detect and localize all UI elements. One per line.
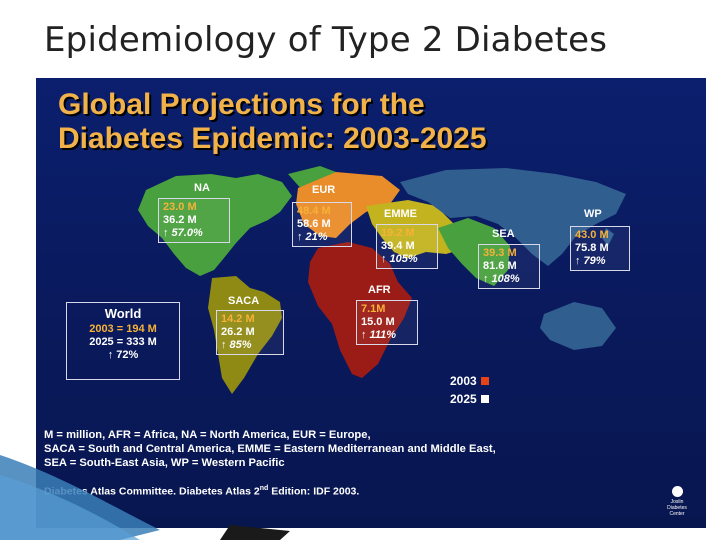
world-change: ↑ 72% (107, 349, 139, 361)
reference-suffix: Edition: IDF 2003. (268, 485, 360, 498)
eur-change: ↑ 21% (297, 231, 328, 243)
slide-decoration (0, 455, 290, 540)
afr-change: ↑ 111% (361, 329, 397, 341)
na-2003-value: 23.0 M (163, 201, 197, 213)
figure-heading-line1: Global Projections for the (58, 88, 425, 121)
afr-2025-value: 15.0 M (361, 316, 395, 328)
world-map (138, 166, 626, 394)
abbreviations-line1: M = million, AFR = Africa, NA = North Am… (44, 429, 371, 441)
label-wp: WP (584, 208, 602, 220)
reference-sup: nd (259, 485, 269, 492)
slide-title: Epidemiology of Type 2 Diabetes (44, 20, 608, 60)
world-summary-box: World 2003 = 194 M 2025 = 333 M ↑ 72% (66, 302, 180, 380)
australia-shape (540, 302, 616, 350)
region-box-eur: 48.4 M 58.6 M ↑ 21% (292, 202, 352, 247)
label-afr: AFR (368, 284, 391, 296)
abbreviations-note: M = million, AFR = Africa, NA = North Am… (44, 428, 496, 470)
source-reference: Diabetes Atlas Committee. Diabetes Atlas… (44, 485, 359, 498)
region-box-saca: 14.2 M 26.2 M ↑ 85% (216, 310, 284, 355)
legend-swatch-2003 (480, 377, 489, 385)
abbreviations-line2: SACA = South and Central America, EMME =… (44, 443, 496, 455)
region-saca-shape (208, 276, 282, 394)
emme-2025-value: 39.4 M (381, 240, 415, 252)
region-box-wp: 43.0 M 75.8 M ↑ 79% (570, 226, 630, 271)
region-box-emme: 19.2 M 39.4 M ↑ 105% (376, 224, 438, 269)
eur-2025-value: 58.6 M (297, 218, 331, 230)
region-na-shape (138, 174, 292, 276)
world-2025-value: 2025 = 333 M (89, 336, 157, 348)
na-change: ↑ 57.0% (163, 227, 203, 239)
sea-2025-value: 81.6 M (483, 260, 517, 272)
label-saca: SACA (228, 295, 260, 307)
reference-prefix: Diabetes Atlas Committee. Diabetes Atlas… (44, 485, 260, 498)
label-emme: EMME (384, 208, 417, 220)
wp-change: ↑ 79% (575, 255, 606, 267)
region-sea-shape (438, 218, 510, 286)
eur-2003-value: 48.4 M (297, 205, 331, 217)
legend-label-2025: 2025 (450, 392, 477, 406)
emme-change: ↑ 105% (381, 253, 418, 265)
sea-change: ↑ 108% (483, 273, 520, 285)
sea-2003-value: 39.3 M (483, 247, 517, 259)
legend-item-2025: 2025 (450, 390, 489, 408)
wp-2025-value: 75.8 M (575, 242, 609, 254)
world-2003-value: 2003 = 194 M (89, 323, 157, 335)
afr-2003-value: 7.1M (361, 303, 386, 315)
label-sea: SEA (492, 228, 515, 240)
label-na: NA (194, 182, 210, 194)
region-eur-shape (296, 172, 400, 238)
region-emme-shape (366, 200, 466, 258)
legend: 2003 2025 (450, 372, 489, 408)
japan-shape (602, 228, 614, 246)
legend-swatch-2025 (480, 395, 489, 403)
emme-2003-value: 19.2 M (381, 227, 415, 239)
logo-icon (671, 486, 683, 497)
figure-heading-line2: Diabetes Epidemic: 2003-2025 (58, 122, 487, 155)
region-box-afr: 7.1M 15.0 M ↑ 111% (356, 300, 418, 345)
na-2025-value: 36.2 M (163, 214, 197, 226)
region-box-na: 23.0 M 36.2 M ↑ 57.0% (158, 198, 230, 243)
saca-2003-value: 14.2 M (221, 313, 255, 325)
label-eur: EUR (312, 184, 336, 196)
abbreviations-line3: SEA = South-East Asia, WP = Western Paci… (44, 457, 285, 469)
world-title: World (104, 306, 142, 321)
wp-2003-value: 43.0 M (575, 229, 609, 241)
projection-figure: Global Projections for the Diabetes Epid… (36, 78, 706, 528)
legend-item-2003: 2003 (450, 372, 489, 390)
joslin-logo: Joslin Diabetes Center (662, 486, 692, 526)
logo-line1: Joslin (670, 499, 684, 505)
region-box-sea: 39.3 M 81.6 M ↑ 108% (478, 244, 540, 289)
logo-line3: Center (669, 511, 685, 517)
legend-label-2003: 2003 (450, 374, 477, 388)
logo-line2: Diabetes (667, 505, 687, 511)
saca-2025-value: 26.2 M (221, 326, 255, 338)
region-wp-shape (400, 168, 626, 266)
saca-change: ↑ 85% (221, 339, 252, 351)
